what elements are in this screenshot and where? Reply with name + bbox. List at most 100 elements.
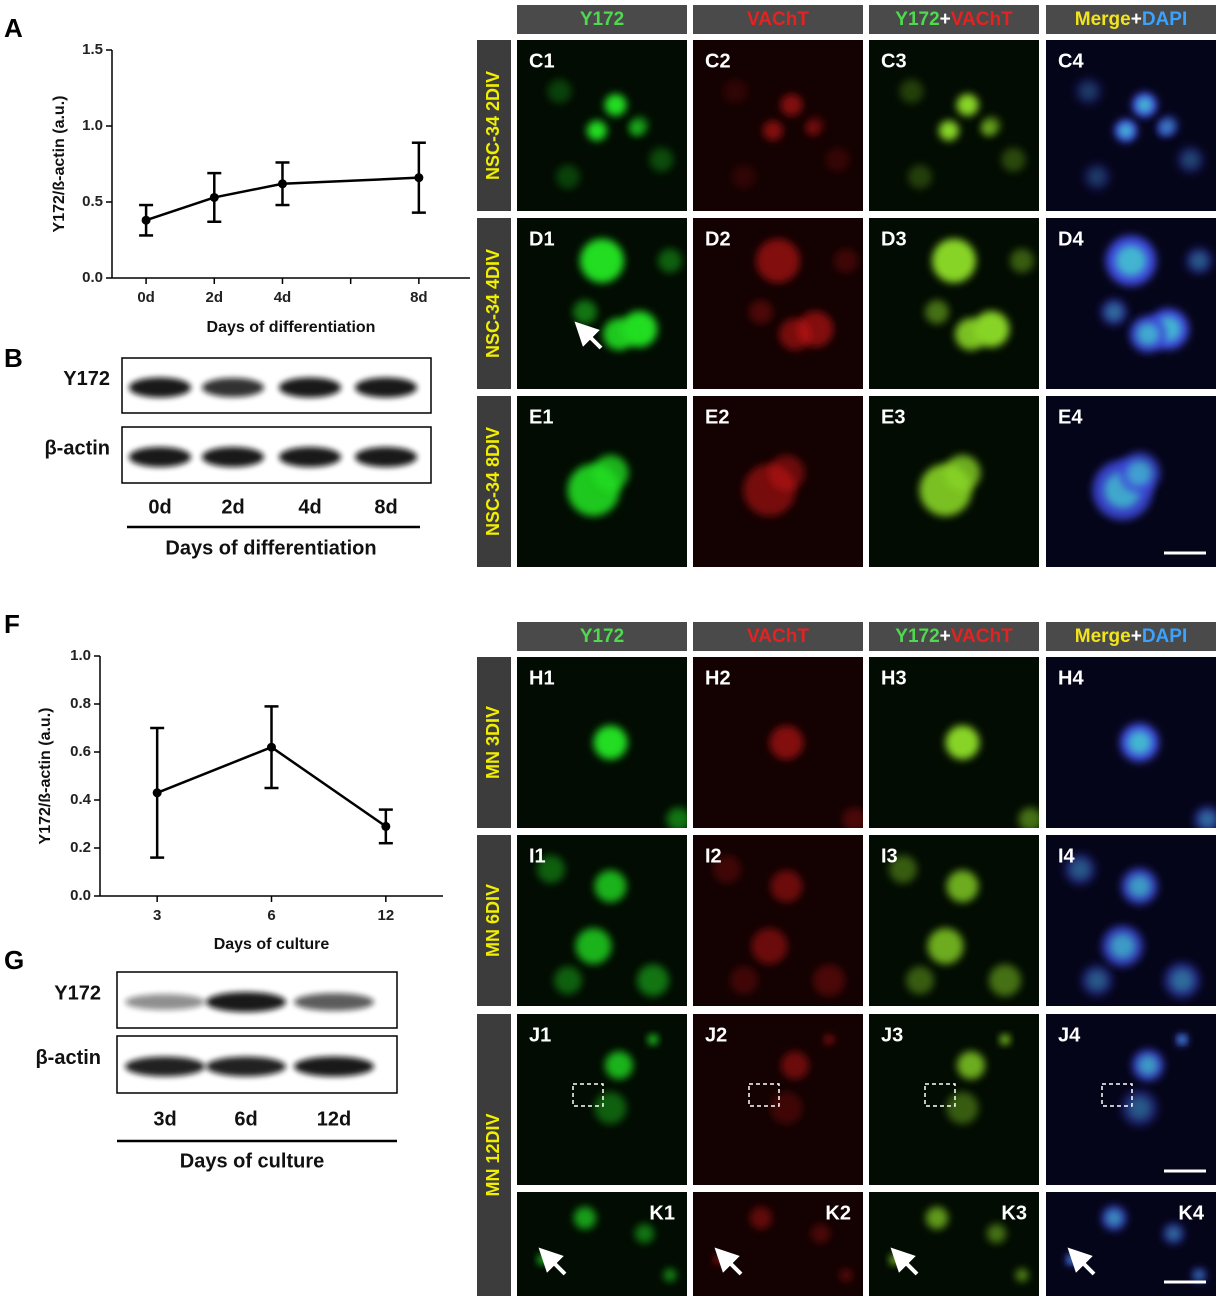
panel-letter: B <box>4 343 23 373</box>
cell <box>1080 82 1097 100</box>
row-label: NSC-34 8DIV <box>483 427 503 536</box>
micrograph: E1 <box>517 396 687 567</box>
blot-band <box>355 377 417 398</box>
cell <box>955 318 987 351</box>
column-header-bg <box>693 5 863 34</box>
panel-label: E2 <box>705 406 729 428</box>
column-header-bg <box>869 622 1039 651</box>
cell <box>649 147 674 172</box>
panel-label: K4 <box>1178 1202 1204 1224</box>
cell <box>1166 1226 1181 1241</box>
panel-label: C2 <box>705 50 731 72</box>
cell <box>989 964 1021 997</box>
arrow <box>890 1247 919 1276</box>
cell <box>605 1051 633 1080</box>
blot-lane-label: 3d <box>153 1108 176 1130</box>
cell <box>554 966 582 995</box>
x-axis-label: Days of differentiation <box>207 319 376 336</box>
panel-label: K1 <box>649 1202 675 1224</box>
data-point <box>267 742 276 752</box>
cell <box>781 1051 809 1080</box>
blot-band <box>202 447 264 467</box>
column-header: Y172 <box>580 626 624 647</box>
y-tick-label: 1.0 <box>82 117 103 134</box>
column-header-part: DAPI <box>1142 9 1187 30</box>
micrograph: I3 <box>869 835 1039 1006</box>
cell <box>982 116 1001 135</box>
panel-label: K3 <box>1001 1202 1027 1224</box>
panel-label: E4 <box>1058 406 1083 428</box>
cell <box>1015 1268 1029 1282</box>
arrow <box>574 321 603 350</box>
panel-label: I3 <box>881 845 898 867</box>
cell <box>946 1092 979 1125</box>
panel-label: H1 <box>529 667 555 689</box>
cell <box>604 93 627 116</box>
blot-x-label: Days of culture <box>180 1150 324 1172</box>
cell <box>1136 97 1153 113</box>
inset-box <box>1101 1083 1133 1107</box>
column-header: Merge+DAPI <box>1075 626 1187 647</box>
y-tick-label: 0.4 <box>70 791 92 808</box>
cell <box>751 928 788 965</box>
row-label-bg <box>477 835 511 1006</box>
row-label-bg <box>477 1014 511 1296</box>
cell <box>1170 969 1194 992</box>
panel-label: J2 <box>705 1024 727 1046</box>
column-header-part: Y172 <box>895 9 939 30</box>
blot-lane-label: 4d <box>298 496 321 518</box>
cell <box>593 725 628 760</box>
cell <box>1194 1270 1204 1280</box>
data-point <box>209 192 219 202</box>
cell <box>1126 460 1153 486</box>
cell <box>1109 933 1136 959</box>
cell <box>749 300 773 325</box>
column-header-bg <box>517 5 687 34</box>
cell <box>592 454 629 491</box>
column-header: Y172 <box>580 9 624 30</box>
panel-label: E1 <box>529 406 553 428</box>
cell <box>834 248 858 273</box>
y-axis-label: Y172/ß-actin (a.u.) <box>37 708 54 845</box>
cell <box>825 147 850 172</box>
cell <box>906 966 934 995</box>
data-point <box>141 215 151 225</box>
cell <box>1001 147 1026 172</box>
micrograph: H4 <box>1046 657 1216 828</box>
micrograph: C2 <box>693 40 863 211</box>
micrograph: K3 <box>869 1192 1039 1296</box>
cell <box>723 79 748 104</box>
cell <box>925 1206 949 1230</box>
cell <box>573 300 597 325</box>
column-header-part: + <box>940 9 951 30</box>
column-header: VAChT <box>747 626 809 647</box>
row-label-bg <box>477 40 511 211</box>
cell <box>839 1268 853 1282</box>
column-header-bg <box>1046 5 1216 34</box>
micrograph: I1 <box>517 835 687 1006</box>
x-tick-label: 3 <box>153 907 161 924</box>
blot-row-label: Y172 <box>63 368 110 390</box>
micrograph: J3 <box>869 1014 1039 1185</box>
micrograph: I2 <box>693 835 863 1006</box>
column-header-part: + <box>1131 626 1142 647</box>
arrow <box>714 1247 743 1276</box>
cell <box>749 1206 773 1230</box>
cell <box>1118 123 1133 138</box>
column-header-part: DAPI <box>1142 626 1187 647</box>
row-label: MN 6DIV <box>483 884 503 957</box>
cell <box>756 238 800 283</box>
cell <box>908 164 932 189</box>
blot-lane-label: 12d <box>317 1108 351 1130</box>
panel-label: K2 <box>825 1202 851 1224</box>
inset-box <box>748 1083 780 1107</box>
micrograph: E2 <box>693 396 863 567</box>
micrograph: D2 <box>693 218 863 389</box>
column-header: Merge+DAPI <box>1075 9 1187 30</box>
blot-band <box>294 993 374 1011</box>
cell <box>925 300 949 325</box>
data-point <box>381 821 391 831</box>
micrograph-bg <box>1046 1192 1216 1296</box>
blot-band <box>355 447 417 467</box>
x-tick-label: 2d <box>206 289 224 306</box>
